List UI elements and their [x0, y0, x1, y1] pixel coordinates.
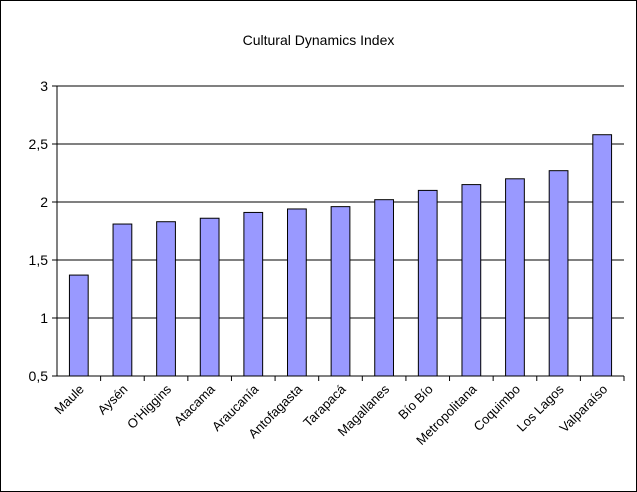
- bar: [548, 170, 569, 377]
- bar: [417, 189, 438, 377]
- y-tick-label: 1,5: [29, 252, 49, 268]
- bar: [374, 199, 394, 377]
- bar: [199, 217, 220, 377]
- y-tick-label: 2: [40, 194, 48, 210]
- chart-title: Cultural Dynamics Index: [242, 32, 395, 48]
- bar: [505, 178, 525, 377]
- bar: [330, 206, 351, 377]
- x-tick-label: O'Higgins: [124, 381, 175, 432]
- bar: [68, 274, 89, 377]
- bar: [287, 208, 307, 377]
- y-tick-label: 1: [40, 310, 48, 326]
- bar: [461, 184, 482, 377]
- y-tick-label: 3: [40, 78, 48, 94]
- x-tick-label: Aysén: [95, 382, 131, 418]
- bar: [112, 223, 133, 377]
- y-tick-label: 0,5: [29, 368, 49, 384]
- x-tick-label: Valparaíso: [556, 382, 610, 436]
- bar: [592, 134, 613, 377]
- y-tick-label: 2,5: [29, 136, 49, 152]
- x-tick-label: Bío Bío: [395, 382, 436, 423]
- bar: [156, 221, 176, 377]
- x-tick-label: Maule: [51, 382, 87, 418]
- bar: [243, 211, 264, 377]
